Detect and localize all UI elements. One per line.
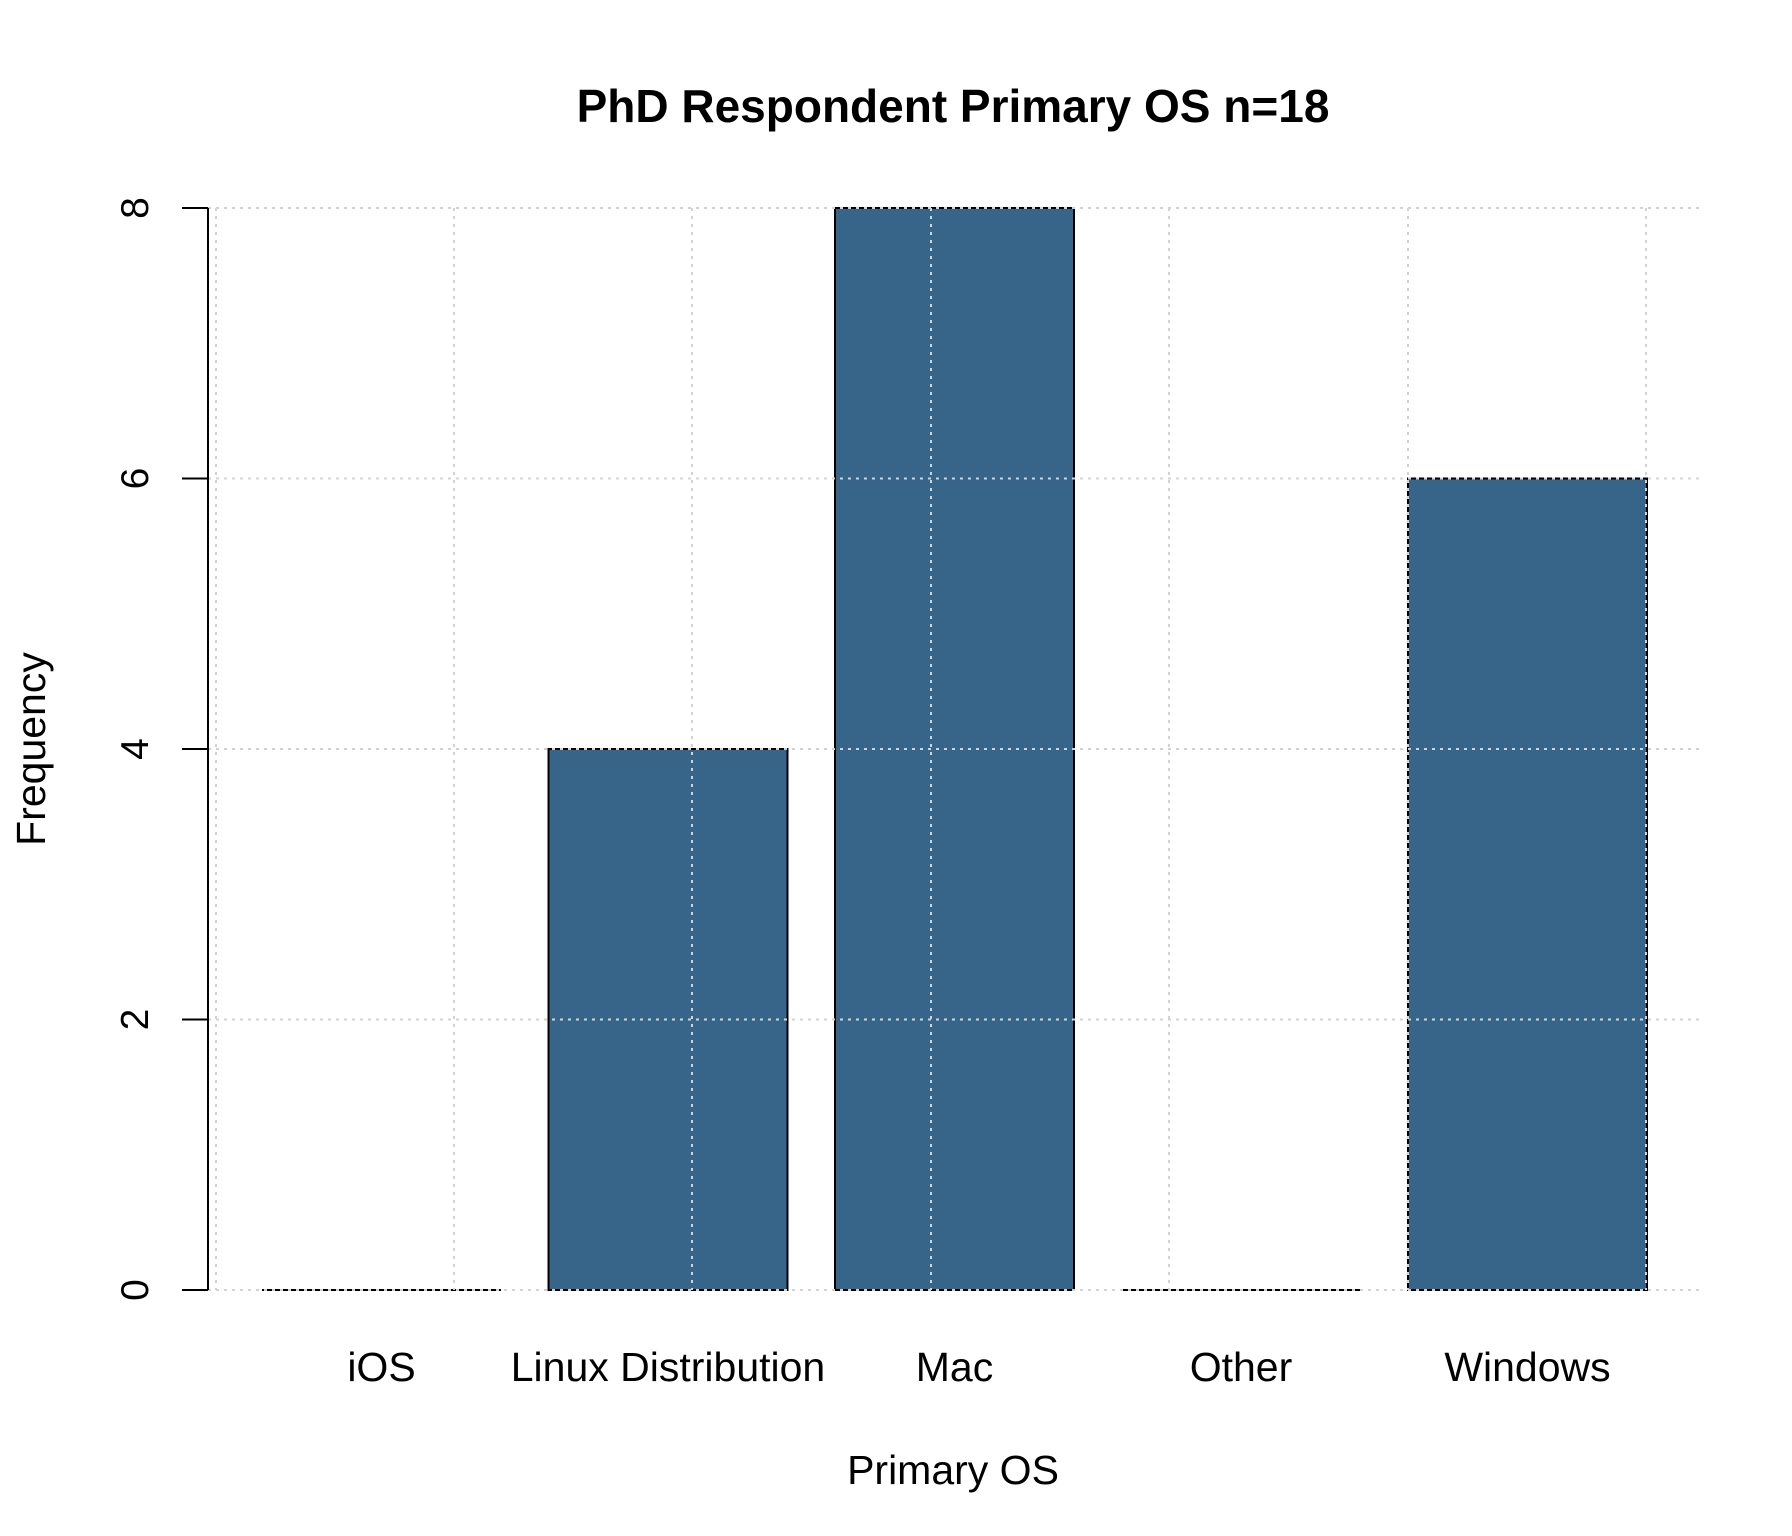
y-tick-label: 6 [114, 468, 157, 490]
grid-lines-overlay [208, 207, 1700, 1291]
y-axis: 0 2 4 6 8 [114, 197, 209, 1301]
y-tick-label: 0 [114, 1279, 157, 1301]
x-axis-tick-labels: iOS Linux Distribution Mac Other Windows [347, 1344, 1610, 1390]
x-tick-label: Other [1190, 1344, 1293, 1390]
chart-title: PhD Respondent Primary OS n=18 [577, 80, 1330, 132]
y-axis-label: Frequency [8, 652, 54, 846]
y-tick-label: 8 [114, 197, 157, 219]
bar-windows [1407, 477, 1648, 1291]
y-tick-label: 4 [114, 738, 157, 760]
x-tick-label: Mac [916, 1344, 993, 1390]
bar-linux-distribution [547, 748, 789, 1291]
y-tick-label: 2 [114, 1009, 157, 1031]
x-tick-label: iOS [347, 1344, 415, 1390]
x-axis-label: Primary OS [847, 1447, 1059, 1493]
x-tick-label: Windows [1444, 1344, 1610, 1390]
x-tick-label: Linux Distribution [511, 1344, 826, 1390]
